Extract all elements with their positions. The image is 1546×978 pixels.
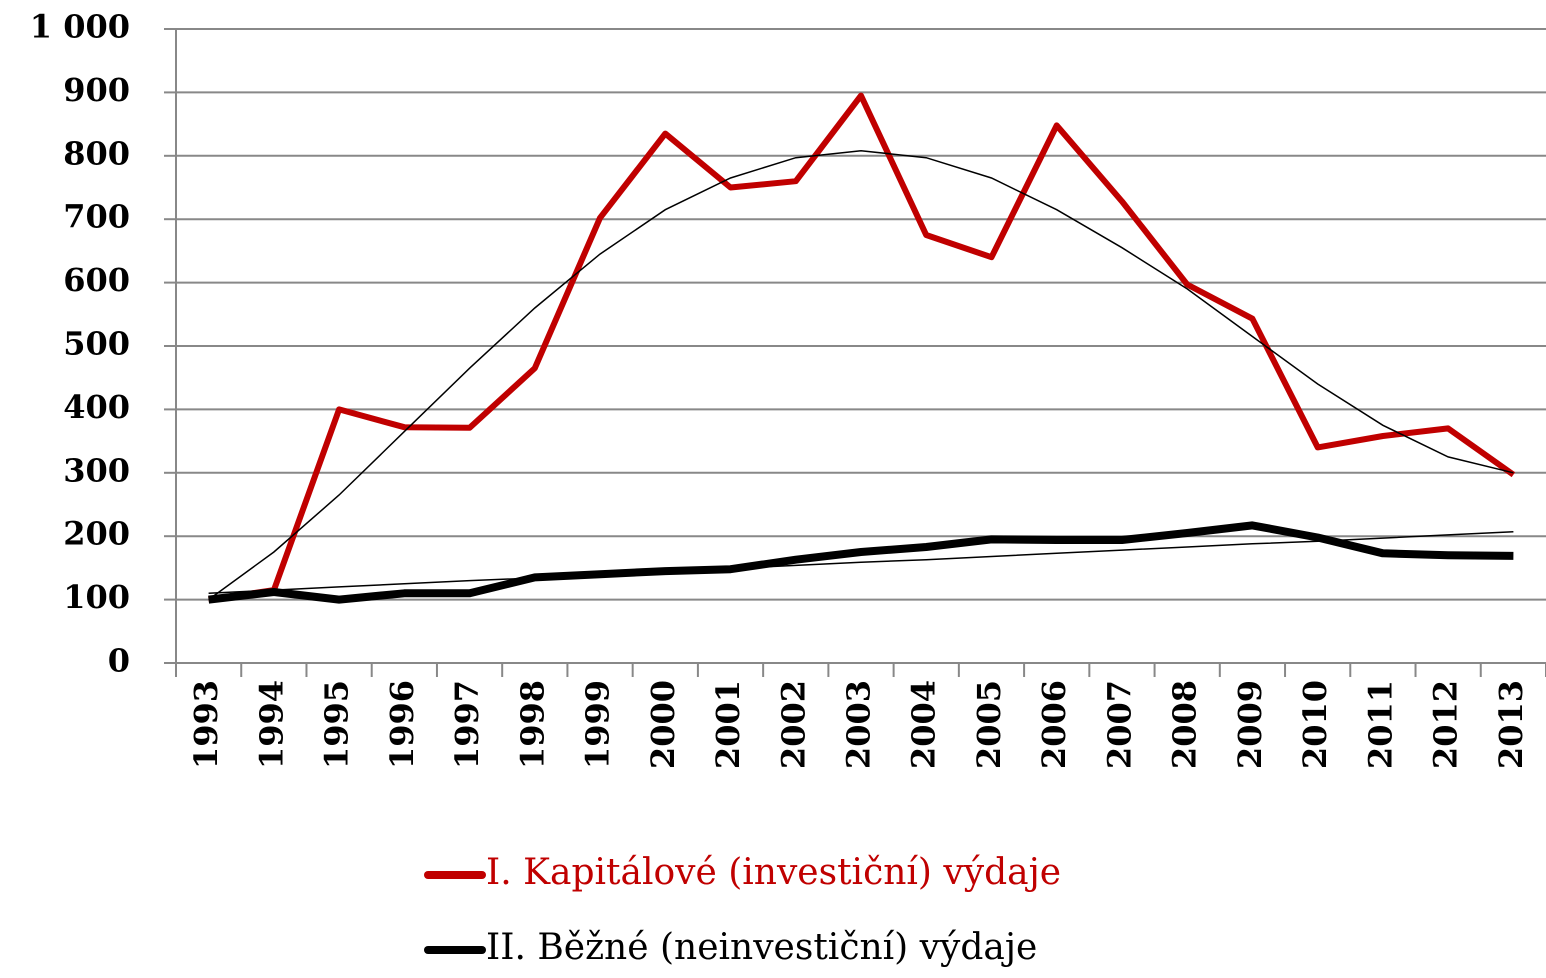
x-tick-label: 2001: [709, 680, 747, 769]
legend-label: II. Běžné (neinvestiční) výdaje: [486, 927, 1037, 968]
x-tick-label: 2000: [644, 680, 682, 769]
y-tick-label: 400: [63, 388, 130, 426]
x-tick-label: 1996: [383, 680, 421, 769]
x-tick-label: 2002: [774, 680, 812, 769]
y-tick-label: 1 000: [30, 8, 130, 46]
x-tick-label: 1999: [579, 680, 617, 769]
y-tick-label: 800: [63, 134, 130, 172]
trend-line: [208, 531, 1514, 595]
y-tick-label: 100: [63, 578, 130, 616]
x-tick-label: 1994: [252, 680, 290, 769]
x-tick-label: 2011: [1361, 680, 1399, 769]
series-line: [208, 521, 1514, 604]
x-tick-label: 2010: [1296, 680, 1334, 769]
x-tick-label: 2008: [1166, 680, 1204, 769]
x-tick-label: 2013: [1492, 680, 1530, 769]
x-tick-label: 1997: [448, 680, 486, 769]
trend-line: [208, 149, 1514, 601]
x-tick-label: 1993: [187, 680, 225, 769]
y-tick-label: 200: [63, 515, 130, 553]
x-tick-label: 2003: [840, 680, 878, 769]
y-tick-label: 900: [63, 71, 130, 109]
y-tick-label: 700: [63, 198, 130, 236]
x-tick-label: 2004: [905, 680, 943, 769]
y-tick-label: 0: [108, 642, 130, 680]
y-tick-label: 600: [63, 261, 130, 299]
series-line: [208, 92, 1516, 603]
x-tick-label: 2009: [1231, 680, 1269, 769]
x-tick-label: 1998: [513, 680, 551, 769]
x-tick-label: 1995: [318, 680, 356, 769]
x-tick-label: 2012: [1427, 680, 1465, 769]
x-tick-label: 2006: [1035, 680, 1073, 769]
x-tick-label: 2007: [1100, 680, 1138, 769]
y-tick-label: 500: [63, 325, 130, 363]
legend-label: I. Kapitálové (investiční) výdaje: [486, 852, 1061, 893]
y-tick-label: 300: [63, 451, 130, 489]
x-tick-label: 2005: [970, 680, 1008, 769]
